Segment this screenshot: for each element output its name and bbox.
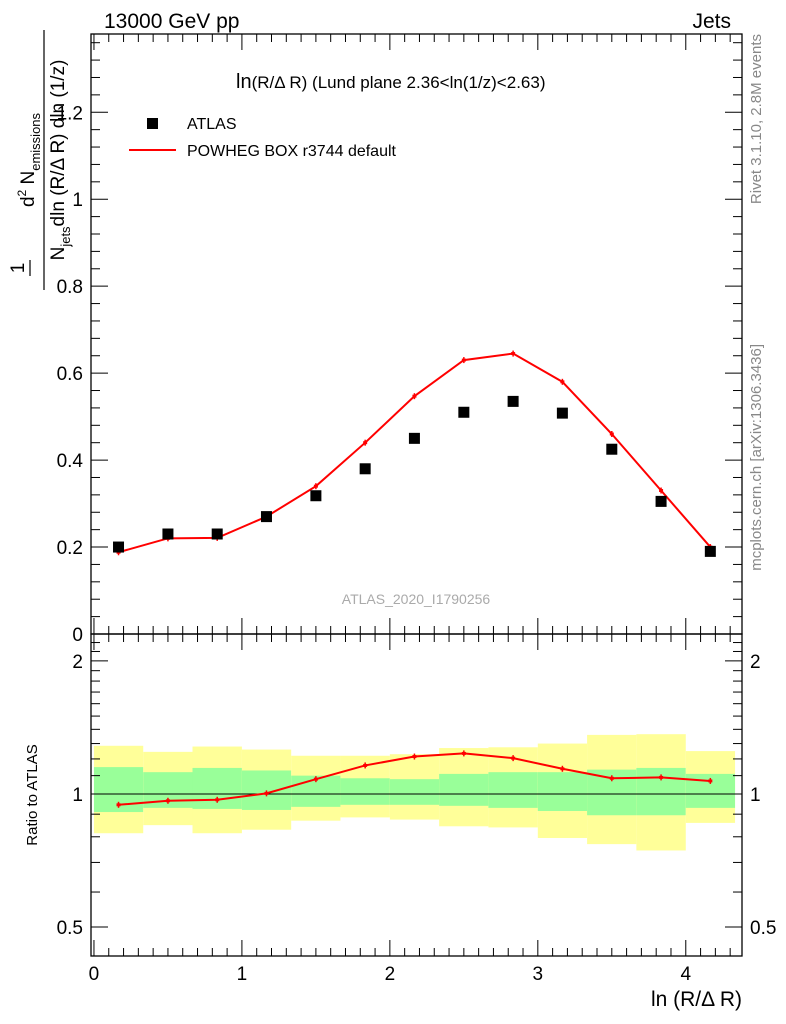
legend: ATLAS POWHEG BOX r3744 default [129,116,397,160]
svg-text:1: 1 [8,263,29,274]
ratio-xtick-label: 4 [680,964,691,985]
mcplots-label: mcplots.cern.ch [arXiv:1306.3436] [748,344,765,571]
rivet-label: Rivet 3.1.10, 2.8M events [748,34,765,204]
ratio-band-inner [389,779,440,805]
atlas-data-point [556,407,568,419]
header-energy: 13000 GeV pp [104,10,239,33]
main-ytick-label: 0 [72,625,83,646]
ratio-ytick-label: 1 [72,785,83,806]
atlas-data-point [704,545,716,557]
atlas-data-point [606,443,618,455]
atlas-data-point [211,528,223,540]
ratio-xtick-label: 2 [385,964,396,985]
ratio-ytick-label: 2 [72,652,83,673]
xlabel: ln (R/Δ R) [651,988,742,1011]
ratio-band-inner [488,772,538,808]
atlas-data-point [113,541,125,553]
ratio-xtick-label: 1 [237,964,248,985]
main-plot-area: 0 0.2 0.4 0.6 0.8 1 1.2 [57,33,743,646]
main-title: ln(R/Δ R) (Lund plane 2.36<ln(1/z)<2.63) [236,71,545,93]
legend-atlas-label: ATLAS [187,116,237,133]
ratio-frame [90,633,743,957]
atlas-data-point [408,432,420,444]
atlas-data-point [359,463,371,475]
main-ytick-label: 0.4 [57,451,84,472]
ylabel-denominator: Njetsdln (R/Δ R) dln (1/z) [48,60,73,261]
ratio-xtick-label: 0 [89,964,100,985]
ratio-ytick-label-right: 1 [750,785,761,806]
legend-mc-label: POWHEG BOX r3744 default [187,143,397,160]
main-ytick-label: 0.2 [57,538,83,559]
main-ylabel: d2 Nemissions Njetsdln (R/Δ R) dln (1/z) [15,30,73,290]
ratio-band-inner [340,778,390,805]
mc-line [118,352,712,554]
ratio-ytick-label-right: 0.5 [750,918,776,939]
atlas-data-point [260,511,272,523]
ratio-ytick-label-right: 2 [750,652,761,673]
main-ylabel-one: 1 [8,260,31,276]
main-ytick-label: 0.8 [57,277,83,298]
ratio-ytick-label: 0.5 [57,918,83,939]
ratio-band-inner [241,770,292,810]
ratio-band-inner [537,772,588,811]
analysis-watermark: ATLAS_2020_I1790256 [342,591,491,607]
atlas-data-point [458,406,470,418]
ratio-xtick-label: 3 [533,964,544,985]
ratio-plot-area: 0 1 2 3 4 0.5 0.5 1 1 2 2 [57,633,776,985]
legend-atlas-marker [147,118,158,129]
atlas-data-point [162,528,174,540]
atlas-data-point [310,490,322,502]
main-ytick-label: 0.6 [57,364,83,385]
ratio-ylabel: Ratio to ATLAS [24,744,41,845]
ratio-band-inner [439,773,489,806]
main-ytick-label: 1.2 [57,103,83,124]
atlas-data-point [507,395,519,407]
header-jets: Jets [692,10,731,33]
atlas-data-point [655,495,667,507]
main-ytick-label: 1 [72,190,83,211]
ylabel-numerator: d2 Nemissions [15,112,43,207]
